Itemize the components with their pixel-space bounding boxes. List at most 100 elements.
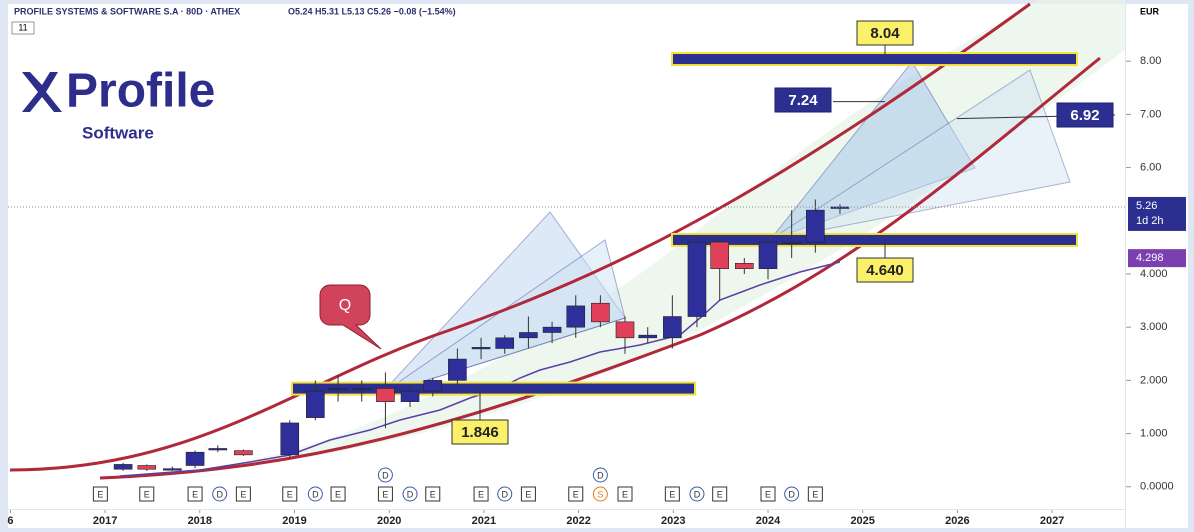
callout-text: Q	[339, 297, 351, 314]
level-bar	[671, 52, 1078, 67]
event-label[interactable]: E	[669, 489, 675, 499]
fan	[769, 69, 1071, 241]
x-tick-label: 2017	[93, 515, 117, 527]
event-label[interactable]: E	[382, 489, 388, 499]
event-label[interactable]: D	[382, 470, 389, 480]
event-marker[interactable]	[377, 486, 393, 502]
candle-body	[208, 448, 228, 451]
event-marker[interactable]	[712, 486, 728, 502]
candle-body	[137, 465, 157, 470]
level-label-box	[451, 419, 509, 445]
event-label[interactable]: E	[717, 489, 723, 499]
candle-body	[185, 451, 205, 466]
event-marker[interactable]	[497, 486, 513, 502]
event-marker[interactable]	[784, 486, 800, 502]
currency: EUR	[1140, 6, 1160, 16]
event-marker[interactable]	[187, 486, 203, 502]
event-label[interactable]: D	[312, 489, 319, 499]
event-marker[interactable]	[689, 486, 705, 502]
channel-upper	[9, 2, 1031, 472]
event-label[interactable]: E	[335, 489, 341, 499]
event-label[interactable]: E	[430, 489, 436, 499]
event-marker[interactable]	[330, 486, 346, 502]
event-label[interactable]: E	[287, 489, 293, 499]
event-marker[interactable]	[402, 486, 418, 502]
event-label[interactable]: E	[240, 489, 246, 499]
event-marker[interactable]	[282, 486, 298, 502]
event-label[interactable]: S	[597, 489, 603, 499]
x-tick-label: 2018	[188, 515, 212, 527]
logo-mark	[22, 72, 62, 112]
event-marker[interactable]	[235, 486, 251, 502]
event-label[interactable]: D	[407, 489, 414, 499]
event-marker[interactable]	[592, 467, 608, 483]
event-marker[interactable]	[377, 467, 393, 483]
fan	[768, 61, 976, 242]
candle-body	[376, 388, 395, 402]
level-label: 8.04	[870, 25, 900, 42]
candle-body	[591, 302, 610, 323]
event-marker[interactable]	[307, 486, 323, 502]
candle-body	[495, 337, 515, 349]
event-label[interactable]: E	[478, 489, 484, 499]
x-tick-label: 2027	[1040, 515, 1064, 527]
event-label[interactable]: D	[597, 470, 604, 480]
event-marker[interactable]	[212, 486, 228, 502]
event-marker[interactable]	[617, 486, 633, 502]
level-label: 4.640	[866, 262, 904, 279]
event-label[interactable]: E	[525, 489, 531, 499]
event-marker[interactable]	[568, 486, 584, 502]
event-label[interactable]: D	[694, 489, 701, 499]
candle-body	[566, 305, 586, 328]
interval-badge[interactable]	[11, 21, 35, 35]
x-tick-label: 2020	[377, 515, 401, 527]
last-price: 5.26	[1136, 200, 1157, 212]
event-marker[interactable]	[425, 486, 441, 502]
y-tick-label: 8.00	[1140, 55, 1161, 67]
candle-body	[806, 209, 825, 243]
event-label[interactable]: E	[97, 489, 103, 499]
y-tick-label: 0.0000	[1140, 481, 1174, 493]
event-label[interactable]: E	[765, 489, 771, 499]
event-label[interactable]: E	[192, 489, 198, 499]
event-label[interactable]: D	[216, 489, 223, 499]
event-marker[interactable]	[664, 486, 680, 502]
candle-body	[306, 390, 325, 418]
candle-body	[352, 388, 372, 391]
candle-body	[542, 326, 562, 333]
time-axis	[8, 510, 1125, 528]
event-label[interactable]: D	[501, 489, 508, 499]
indicator-value: 4.298	[1136, 252, 1164, 264]
ohlc-summary: O5.24 H5.31 L5.13 C5.26 −0.08 (−1.54%)	[288, 6, 456, 16]
level-label: 1.846	[461, 424, 499, 441]
event-marker[interactable]	[92, 486, 108, 502]
event-label[interactable]: E	[573, 489, 579, 499]
chart-title: PROFILE SYSTEMS & SOFTWARE S.A · 80D · A…	[14, 6, 240, 16]
x-tick-label: 2023	[661, 515, 685, 527]
level-label: 7.24	[788, 92, 818, 109]
event-label[interactable]: E	[144, 489, 150, 499]
event-label[interactable]: D	[788, 489, 795, 499]
candle-body	[234, 450, 253, 456]
interval-badge-text[interactable]: 11	[18, 22, 27, 32]
candle-body	[615, 321, 635, 339]
event-marker[interactable]	[807, 486, 823, 502]
event-marker[interactable]	[520, 486, 536, 502]
candle-body	[687, 241, 707, 317]
candle-body	[113, 464, 133, 470]
event-marker[interactable]	[760, 486, 776, 502]
level-bar	[671, 232, 1078, 247]
level-label-box	[1056, 102, 1114, 128]
candle-body	[471, 347, 491, 350]
y-tick-label: 6.00	[1140, 161, 1161, 173]
event-marker[interactable]	[473, 486, 489, 502]
x-tick-label: 2022	[566, 515, 590, 527]
callout-bubble	[319, 284, 382, 350]
event-marker[interactable]	[592, 486, 608, 502]
x-tick-label: 2026	[945, 515, 969, 527]
event-label[interactable]: E	[812, 489, 818, 499]
event-label[interactable]: E	[622, 489, 628, 499]
event-marker[interactable]	[139, 486, 155, 502]
